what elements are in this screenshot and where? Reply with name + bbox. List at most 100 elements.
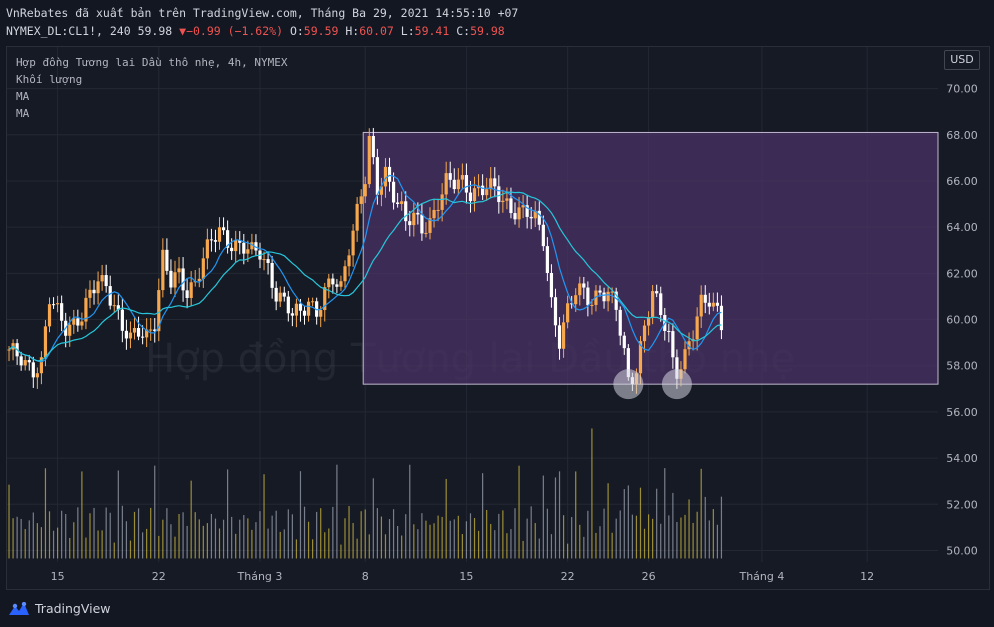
candle-body: [197, 278, 201, 282]
high-value: 60.07: [359, 24, 394, 38]
volume-bar: [109, 512, 111, 559]
candle-body: [432, 209, 436, 219]
legend-ma-2[interactable]: MA: [16, 107, 30, 120]
volume-bar: [279, 531, 281, 559]
price-tick-label: 66.00: [946, 175, 978, 188]
time-tick-label: Tháng 4: [738, 570, 784, 583]
volume-bar: [198, 519, 200, 559]
candle-body: [43, 326, 48, 358]
candle-body: [715, 302, 719, 306]
candle-body: [205, 239, 209, 259]
volume-bar: [530, 506, 532, 559]
legend-title[interactable]: Hợp đồng Tương lai Dầu thô nhẹ, 4h, NYME…: [16, 56, 288, 69]
volume-bar: [255, 522, 257, 559]
volume-bar: [283, 529, 285, 559]
candle-body: [306, 301, 311, 316]
candle-body: [246, 249, 250, 254]
candle-body: [655, 291, 659, 294]
volume-bar: [639, 487, 642, 559]
currency-button[interactable]: USD: [944, 50, 980, 70]
candle-body: [51, 304, 56, 306]
candle-body: [391, 181, 396, 203]
candle-body: [311, 301, 315, 303]
volume-bar: [635, 515, 638, 559]
volume-bar: [61, 510, 63, 559]
volume-bar: [101, 530, 103, 559]
volume-bar: [28, 520, 30, 559]
legend-ma-1[interactable]: MA: [16, 90, 30, 103]
candle-body: [566, 303, 570, 323]
candle-body: [570, 303, 574, 305]
volume-bar: [664, 468, 666, 559]
price-tick-label: 68.00: [946, 129, 978, 142]
volume-bar: [668, 515, 670, 559]
symbol-interval[interactable]: NYMEX_DL:CL1!, 240: [6, 24, 131, 38]
candle-body: [464, 175, 469, 193]
candle-body: [274, 287, 278, 302]
candle-body: [400, 201, 404, 204]
candle-body: [254, 242, 258, 251]
candle-body: [642, 325, 647, 342]
volume-bar: [364, 509, 366, 559]
volume-bar: [117, 470, 119, 559]
open-value: 59.59: [303, 24, 339, 38]
candle-body: [47, 304, 52, 327]
bottom-marker-circle[interactable]: [661, 369, 692, 400]
volume-bar: [121, 505, 123, 559]
volume-bar: [113, 542, 115, 559]
candle-body: [7, 349, 11, 351]
volume-bar: [307, 521, 310, 559]
candle-body: [375, 157, 379, 195]
price-tick-label: 54.00: [946, 452, 978, 465]
candle-body: [96, 281, 100, 294]
candle-body: [294, 303, 299, 316]
volume-bar: [676, 521, 678, 559]
candle-body: [108, 286, 112, 306]
volume-bar: [344, 518, 346, 559]
candle-body: [651, 291, 655, 317]
volume-bar: [336, 464, 338, 559]
volume-bar: [392, 509, 395, 559]
candle-body: [331, 278, 335, 285]
volume-bar: [684, 514, 686, 559]
legend-volume[interactable]: Khối lượng: [16, 73, 83, 86]
time-tick-label: Tháng 3: [237, 570, 283, 583]
candle-body: [355, 203, 359, 231]
volume-bar: [599, 526, 601, 559]
open-label: O:: [289, 24, 304, 38]
volume-bar: [716, 524, 718, 559]
volume-bar: [388, 519, 391, 559]
volume-bar: [105, 507, 107, 559]
consolidation-zone[interactable]: [362, 131, 939, 385]
candle-body: [201, 258, 205, 279]
volume-bar: [182, 512, 184, 559]
volume-bar: [324, 532, 326, 559]
volume-bar: [218, 528, 221, 559]
candle-body: [270, 263, 274, 288]
candle-body: [39, 357, 44, 374]
candle-body: [456, 179, 460, 190]
candle-body: [319, 310, 323, 317]
candle-body: [80, 321, 84, 326]
candle-body: [659, 293, 663, 316]
candle-body: [703, 294, 707, 303]
volume-bar: [32, 512, 34, 559]
candle-body: [230, 247, 234, 252]
volume-bar: [490, 523, 492, 559]
volume-bar: [522, 540, 524, 559]
volume-bar: [542, 475, 544, 559]
volume-bar: [469, 513, 472, 559]
brand-label: TradingView: [35, 601, 111, 616]
candle-body: [509, 198, 513, 214]
volume-bar: [263, 474, 265, 559]
volume-bar: [368, 534, 370, 559]
tradingview-brand[interactable]: TradingView: [8, 601, 111, 616]
candle-body: [412, 212, 416, 226]
bottom-marker-circle[interactable]: [613, 369, 644, 400]
candle-body: [371, 135, 375, 158]
volume-bar: [591, 428, 593, 559]
volume-bar: [380, 516, 383, 559]
volume-bar: [449, 520, 451, 559]
volume-bar: [348, 506, 350, 559]
